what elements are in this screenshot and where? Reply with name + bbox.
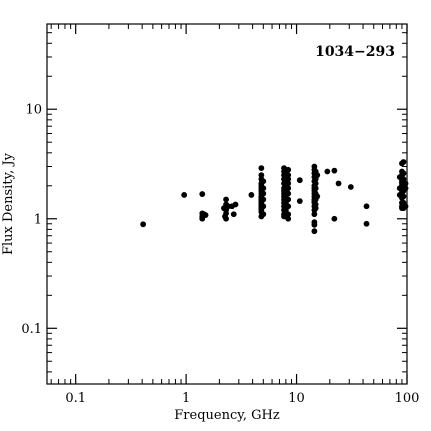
data-point <box>285 215 292 222</box>
data-point <box>232 201 239 208</box>
data-point <box>285 196 292 203</box>
data-point <box>248 192 255 198</box>
data-point <box>285 176 292 183</box>
data-point <box>363 220 370 227</box>
data-point <box>400 159 407 165</box>
chart-title: 1034−293 <box>315 44 395 60</box>
data-point <box>400 193 407 200</box>
data-point <box>400 170 407 177</box>
data-point <box>335 180 342 187</box>
tick-labels: 0.1 1 10 100 0.1 1 10 <box>21 103 419 406</box>
data-point <box>258 172 265 179</box>
data-point <box>260 203 267 210</box>
data-point <box>260 211 267 218</box>
data-point <box>260 185 267 192</box>
y-tick-label: 0.1 <box>21 322 42 337</box>
data-point <box>331 167 338 174</box>
data-point <box>296 198 303 204</box>
data-point <box>258 165 265 172</box>
major-ticks <box>47 24 408 384</box>
data-point <box>314 193 321 200</box>
data-point <box>347 184 354 190</box>
data-point <box>331 215 338 222</box>
data-point <box>260 178 267 185</box>
data-point <box>311 211 318 218</box>
x-tick-label: 100 <box>395 391 420 406</box>
data-point <box>363 203 370 210</box>
data-point <box>260 190 267 197</box>
data-point <box>312 185 319 192</box>
data-point <box>260 196 267 203</box>
data-point <box>285 203 292 210</box>
y-tick-label: 1 <box>34 212 42 227</box>
data-point <box>199 191 206 197</box>
x-axis-label: Frequency, GHz <box>174 408 280 423</box>
data-point <box>400 176 407 183</box>
data-point <box>402 185 409 192</box>
data-point <box>285 211 292 218</box>
data-point <box>312 180 319 187</box>
data-point <box>223 215 229 222</box>
data-point <box>311 221 318 228</box>
data-point <box>314 172 321 179</box>
data-point <box>223 196 229 203</box>
data-point <box>140 221 147 228</box>
data-point <box>285 185 292 192</box>
data-point <box>296 177 303 184</box>
data-points <box>140 159 409 235</box>
data-point <box>402 203 409 210</box>
x-tick-label: 0.1 <box>65 391 86 406</box>
data-point <box>285 172 292 179</box>
x-tick-label: 10 <box>288 391 305 406</box>
data-point <box>285 166 292 173</box>
data-point <box>285 180 292 187</box>
data-point <box>202 212 209 219</box>
x-tick-label: 1 <box>182 391 190 406</box>
data-point <box>312 205 319 212</box>
data-point <box>311 228 318 235</box>
data-point <box>230 211 237 218</box>
data-point <box>324 168 331 175</box>
minor-ticks <box>47 23 407 384</box>
data-point <box>223 210 229 217</box>
data-point <box>402 180 409 187</box>
data-point <box>181 192 188 198</box>
y-tick-label: 10 <box>25 103 42 118</box>
y-axis-label: Flux Density, Jy <box>1 152 16 255</box>
data-point <box>285 190 292 197</box>
